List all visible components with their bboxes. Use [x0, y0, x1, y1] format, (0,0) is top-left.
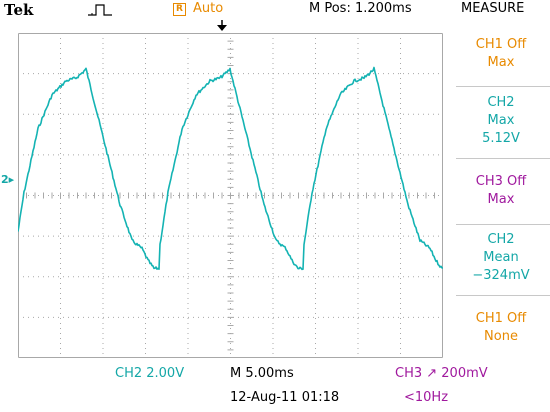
ch2-scale-readout: CH2 2.00V: [115, 366, 185, 381]
menu-title: MEASURE: [461, 1, 525, 16]
measure-slot-4-value: −324mV: [472, 268, 530, 283]
measure-slot-4-source: CH2: [487, 232, 515, 247]
measure-slot-1-source: CH1 Off: [475, 37, 527, 52]
measure-slot-3[interactable]: CH3 Off Max: [452, 173, 550, 209]
measure-slot-3-type: Max: [487, 192, 515, 207]
measure-slot-5[interactable]: CH1 Off None: [452, 310, 550, 346]
timebase-readout: M 5.00ms: [230, 366, 294, 381]
measure-slot-2-value: 5.12V: [482, 131, 520, 146]
trigger-pulse-icon: [88, 4, 112, 16]
measure-slot-1[interactable]: CH1 Off Max: [452, 36, 550, 72]
measure-slot-2[interactable]: CH2 Max 5.12V: [452, 94, 550, 148]
trigger-setting-readout: CH3 ↗ 200mV: [395, 366, 488, 381]
graticule: [18, 33, 443, 358]
datetime-readout: 12-Aug-11 01:18: [230, 390, 340, 405]
brand-logo: Tek: [4, 1, 34, 19]
measure-slot-4-type: Mean: [483, 250, 519, 265]
bottom-readouts: CH2 2.00V M 5.00ms 12-Aug-11 01:18 CH3 ↗…: [0, 360, 550, 412]
measure-slot-1-type: Max: [487, 55, 515, 70]
ch2-ground-marker[interactable]: 2▸: [1, 173, 15, 186]
trigger-position-marker-icon: [217, 20, 227, 31]
measure-slot-3-source: CH3 Off: [475, 174, 527, 189]
measure-slot-5-type: None: [484, 329, 518, 344]
waveform-display[interactable]: [18, 33, 443, 358]
measure-slot-2-type: Max: [487, 113, 515, 128]
acquisition-mode-icon: R: [173, 3, 186, 16]
acquisition-mode-label: Auto: [193, 1, 224, 16]
horizontal-position-readout: M Pos: 1.200ms: [309, 1, 412, 16]
measure-slot-2-source: CH2: [487, 95, 515, 110]
trigger-frequency-readout: <10Hz: [404, 390, 449, 405]
measure-slot-4[interactable]: CH2 Mean −324mV: [452, 231, 550, 285]
ch2-waveform-trace: [18, 66, 443, 271]
measure-slot-5-source: CH1 Off: [475, 311, 527, 326]
measure-menu: CH1 Off Max CH2 Max 5.12V CH3 Off Max CH…: [452, 20, 550, 358]
status-bar: Tek R Auto M Pos: 1.200ms MEASURE: [0, 0, 550, 20]
